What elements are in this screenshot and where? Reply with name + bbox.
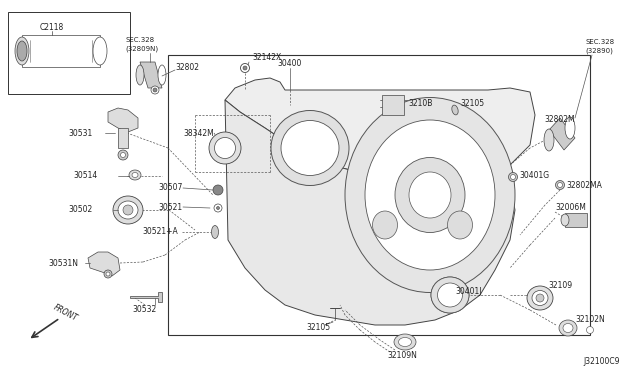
Ellipse shape <box>394 334 416 350</box>
Ellipse shape <box>395 157 465 232</box>
Ellipse shape <box>586 327 593 334</box>
Text: 30514: 30514 <box>73 171 97 180</box>
Text: 30507: 30507 <box>159 183 183 192</box>
Bar <box>8 12 130 94</box>
Ellipse shape <box>243 66 247 70</box>
Polygon shape <box>225 100 515 325</box>
Ellipse shape <box>123 205 133 215</box>
Polygon shape <box>118 128 128 148</box>
Bar <box>22 35 100 67</box>
Ellipse shape <box>561 214 569 226</box>
Text: 32142X: 32142X <box>252 52 281 61</box>
Text: 30400: 30400 <box>278 58 302 67</box>
Ellipse shape <box>214 138 236 158</box>
Ellipse shape <box>559 320 577 336</box>
Polygon shape <box>130 292 162 302</box>
Text: 32006M: 32006M <box>555 202 586 212</box>
Ellipse shape <box>214 204 222 212</box>
Polygon shape <box>140 62 162 88</box>
Ellipse shape <box>565 117 575 139</box>
Ellipse shape <box>216 206 220 209</box>
Text: 32109: 32109 <box>548 280 572 289</box>
Ellipse shape <box>438 283 462 307</box>
Ellipse shape <box>527 286 553 310</box>
Bar <box>565 213 587 227</box>
Text: 30531N: 30531N <box>48 259 78 267</box>
Ellipse shape <box>104 270 112 278</box>
Ellipse shape <box>438 283 463 307</box>
Text: 30521: 30521 <box>159 202 183 212</box>
Ellipse shape <box>120 153 125 157</box>
Ellipse shape <box>532 291 548 305</box>
Text: 30401G: 30401G <box>519 170 549 180</box>
Ellipse shape <box>158 65 166 85</box>
Text: 32802: 32802 <box>175 62 199 71</box>
Ellipse shape <box>431 277 469 313</box>
Ellipse shape <box>241 64 250 73</box>
Text: 32102N: 32102N <box>575 315 605 324</box>
Ellipse shape <box>153 88 157 92</box>
Ellipse shape <box>447 211 472 239</box>
Text: C2118: C2118 <box>40 22 64 32</box>
Text: 30521+A: 30521+A <box>142 228 178 237</box>
Ellipse shape <box>509 173 518 182</box>
Ellipse shape <box>118 150 128 160</box>
Text: J32100C9: J32100C9 <box>584 357 620 366</box>
Text: 3210B: 3210B <box>408 99 433 108</box>
Text: 32105: 32105 <box>306 324 330 333</box>
Ellipse shape <box>431 277 469 313</box>
Text: 30502: 30502 <box>68 205 92 215</box>
Ellipse shape <box>409 172 451 218</box>
Ellipse shape <box>136 65 144 85</box>
Text: 30532: 30532 <box>133 305 157 314</box>
Text: 32802M: 32802M <box>544 115 575 125</box>
Ellipse shape <box>118 201 138 219</box>
Text: 32109N: 32109N <box>387 350 417 359</box>
Text: 32105: 32105 <box>460 99 484 108</box>
Text: SEC.328: SEC.328 <box>585 39 614 45</box>
Bar <box>168 55 590 335</box>
Ellipse shape <box>93 37 107 65</box>
Ellipse shape <box>556 180 564 189</box>
Text: 32802MA: 32802MA <box>566 180 602 189</box>
Ellipse shape <box>563 324 573 333</box>
Ellipse shape <box>106 272 110 276</box>
Text: 38342M: 38342M <box>183 128 214 138</box>
Ellipse shape <box>129 170 141 180</box>
Ellipse shape <box>345 97 515 292</box>
Ellipse shape <box>213 185 223 195</box>
Ellipse shape <box>452 105 458 115</box>
Ellipse shape <box>511 174 515 180</box>
Ellipse shape <box>372 211 397 239</box>
Ellipse shape <box>211 225 218 238</box>
Text: FRONT: FRONT <box>52 303 79 323</box>
Ellipse shape <box>113 196 143 224</box>
Text: 30401J: 30401J <box>455 288 481 296</box>
Bar <box>382 95 404 115</box>
Ellipse shape <box>544 129 554 151</box>
Ellipse shape <box>151 86 159 94</box>
Text: SEC.328: SEC.328 <box>125 37 154 43</box>
Ellipse shape <box>365 120 495 270</box>
Ellipse shape <box>15 37 29 65</box>
Ellipse shape <box>281 121 339 176</box>
Ellipse shape <box>557 183 563 187</box>
Text: (32809N): (32809N) <box>125 46 158 52</box>
Text: 30531: 30531 <box>68 128 92 138</box>
Polygon shape <box>549 118 575 150</box>
Ellipse shape <box>17 41 27 61</box>
Text: (32890): (32890) <box>585 48 613 54</box>
Polygon shape <box>88 252 120 276</box>
Polygon shape <box>108 108 138 132</box>
Polygon shape <box>225 78 535 180</box>
Ellipse shape <box>209 132 241 164</box>
Ellipse shape <box>132 173 138 177</box>
Ellipse shape <box>536 294 544 302</box>
Ellipse shape <box>271 110 349 186</box>
Ellipse shape <box>399 337 412 346</box>
